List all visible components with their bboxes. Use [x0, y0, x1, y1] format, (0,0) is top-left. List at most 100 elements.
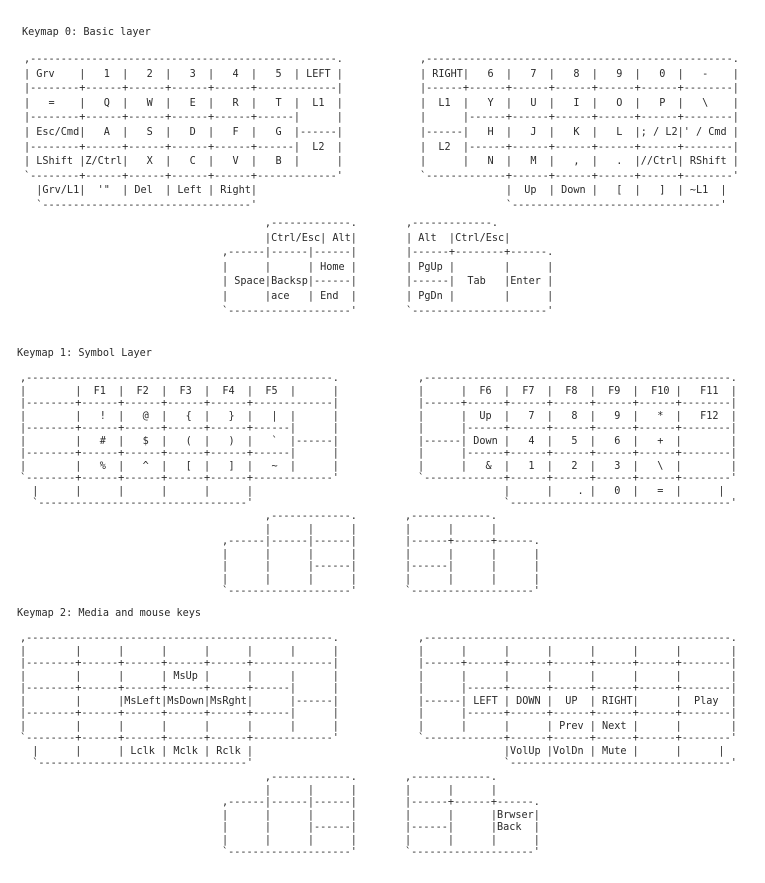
- keymap-line: | | % | ^ | [ | ] | ~ | |: [20, 460, 339, 472]
- keymap-line: `-------------+------+------+------+----…: [418, 733, 737, 744]
- keymap-line: | | | | | | | |: [418, 645, 737, 657]
- keymap-line: |VolUp |VolDn | Mute | | |: [418, 745, 725, 757]
- keymap-line: | | |------|: [222, 561, 357, 572]
- keymap-line: | | | | | | | |: [418, 670, 737, 682]
- keymap-line: |------+--------+------.: [406, 247, 554, 259]
- keymap-line: |--------+------+------+------+------+--…: [20, 683, 339, 694]
- keymap-line: |--------+------+------+------+------+--…: [20, 448, 339, 459]
- keymap-line: | PgUp | | |: [406, 261, 554, 273]
- keymap-1-title: Keymap 1: Symbol Layer: [17, 348, 152, 359]
- keymap-line: `--------------------': [405, 586, 540, 597]
- keymap-line: | | | |: [222, 548, 357, 560]
- keymap-line: | |------+------+------+------+------+--…: [418, 448, 737, 459]
- keymap-line: |--------+------+------+------+------+--…: [20, 658, 339, 669]
- keymap-line: `--------+------+------+------+------+--…: [24, 170, 343, 182]
- keymap-line: `--------+------+------+------+------+--…: [20, 473, 339, 484]
- keymap-line: | | |MsLeft|MsDown|MsRght| |------|: [20, 695, 339, 707]
- keymap-line: | |------+------+------+------+------+--…: [420, 112, 739, 124]
- keymap-line: | PgDn | | |: [406, 290, 554, 302]
- keymap-line: ,-------------.: [222, 772, 357, 783]
- keymap-line: |Ctrl/Esc| Alt|: [222, 232, 357, 244]
- keymap-line: | |------+------+------+------+------+--…: [418, 708, 737, 719]
- keymap-line: |------+------+------.: [405, 797, 540, 808]
- keymap-line: |------| |Back |: [405, 822, 540, 833]
- keymap-2-right-thumb: ,-------------. | | | |------+------+-----…: [405, 772, 540, 860]
- keymap-line: | | | | | | | |: [20, 720, 339, 732]
- keymap-line: | | # | $ | ( | ) | ` |------|: [20, 435, 339, 447]
- keymap-line: | | & | 1 | 2 | 3 | \ | |: [418, 460, 737, 472]
- keymap-line: | = | Q | W | E | R | T | L1 |: [24, 97, 343, 109]
- keymap-line: | L1 | Y | U | I | O | P | \ |: [420, 97, 739, 109]
- keymap-line: |------+------+------.: [405, 536, 540, 547]
- keymap-line: ,-------------.: [405, 511, 498, 522]
- keymap-line: ,-------------.: [222, 218, 357, 229]
- keymap-line: |------+------+------+------+------+----…: [418, 658, 737, 669]
- keymap-line: `----------------------------------': [24, 199, 258, 211]
- keymap-line: |--------+------+------+------+------+--…: [24, 112, 343, 124]
- keymap-line: | | | | MsUp | | | |: [20, 670, 339, 682]
- keymap-1-left-thumb: ,-------------. | | | ,------|------|----…: [222, 511, 357, 599]
- keymap-line: | | . | 0 | = | |: [418, 485, 725, 497]
- keymap-line: | | |------|: [222, 822, 357, 833]
- keymap-line: | | |: [405, 784, 498, 796]
- keymap-line: | | F6 | F7 | F8 | F9 | F10 | F11 |: [418, 385, 737, 397]
- keymap-line: | | N | M | , | . |//Ctrl| RShift |: [420, 156, 739, 168]
- keymap-line: | |------+------+------+------+------+--…: [418, 683, 737, 694]
- keymap-line: `--------+------+------+------+------+--…: [20, 733, 339, 744]
- keymap-line: ,---------------------------------------…: [20, 633, 339, 644]
- keymap-line: `----------------------------------': [420, 199, 727, 211]
- keymap-line: | Esc/Cmd| A | S | D | F | G |------|: [24, 126, 343, 138]
- keymap-line: `--------------------': [222, 847, 357, 858]
- keymap-0-left-hand: ,---------------------------------------…: [24, 53, 343, 214]
- keymap-line: | |ace | End |: [222, 290, 357, 302]
- keymap-line: | | | | Prev | Next | | |: [418, 720, 737, 732]
- keymap-line: |------| LEFT | DOWN | UP | RIGHT| | Pla…: [418, 695, 737, 707]
- keymap-line: `----------------------------------': [20, 758, 254, 769]
- keymap-line: | | | | | |: [20, 485, 254, 497]
- keymap-line: ,---------------------------------------…: [24, 54, 343, 65]
- keymap-line: `-------------+------+------+------+----…: [420, 170, 739, 182]
- keymap-line: |--------+------+------+------+------+--…: [24, 83, 343, 95]
- keymap-line: `----------------------': [406, 305, 554, 317]
- keymap-line: `--------------------': [222, 305, 357, 317]
- keymap-line: | | | |: [222, 573, 357, 585]
- keymap-line: | | | | | | | |: [20, 645, 339, 657]
- keymap-line: |--------+------+------+------+------+--…: [20, 708, 339, 719]
- keymap-line: | | | Home |: [222, 261, 357, 273]
- keymap-line: `------------------------------------': [418, 758, 737, 769]
- keymap-2-right-hand: ,---------------------------------------…: [418, 633, 737, 771]
- keymap-2-left-hand: ,---------------------------------------…: [20, 633, 339, 771]
- keymap-line: | Alt |Ctrl/Esc|: [406, 232, 511, 244]
- keymap-line: `------------------------------------': [418, 498, 737, 509]
- keymap-line: | | Up | 7 | 8 | 9 | * | F12 |: [418, 410, 737, 422]
- keymap-line: ,---------------------------------------…: [418, 373, 737, 384]
- keymap-line: ,------|------|------|: [222, 536, 357, 547]
- keymap-line: | | |Brwser|: [405, 809, 540, 821]
- keymap-line: | | | |: [222, 809, 357, 821]
- keymap-line: ,---------------------------------------…: [418, 633, 737, 644]
- keymap-line: | | |: [222, 784, 357, 796]
- keymap-1-right-hand: ,---------------------------------------…: [418, 373, 737, 511]
- keymap-0-left-thumb: ,-------------. |Ctrl/Esc| Alt| ,------|-…: [222, 217, 357, 319]
- keymap-line: | Grv | 1 | 2 | 3 | 4 | 5 | LEFT |: [24, 68, 343, 80]
- keymap-1-left-hand: ,---------------------------------------…: [20, 373, 339, 511]
- keymap-line: |------| | |: [405, 561, 540, 572]
- keymap-2-left-thumb: ,-------------. | | | ,------|------|----…: [222, 772, 357, 860]
- keymap-line: | | |: [222, 523, 357, 535]
- keymap-2-title: Keymap 2: Media and mouse keys: [17, 608, 202, 619]
- keymap-line: | | | |: [405, 548, 540, 560]
- keymap-line: `--------------------': [405, 847, 540, 858]
- keymap-line: |------| Down | 4 | 5 | 6 | + | |: [418, 435, 737, 447]
- keymap-line: `-------------+------+------+------+----…: [418, 473, 737, 484]
- keymap-line: |------+------+------+------+------+----…: [418, 398, 737, 409]
- keymap-0-right-hand: ,---------------------------------------…: [420, 53, 739, 214]
- keymap-line: `--------------------': [222, 586, 357, 597]
- keymap-line: | | ! | @ | { | } | | | |: [20, 410, 339, 422]
- keymap-line: | | | Lclk | Mclk | Rclk |: [20, 745, 254, 757]
- keymap-line: | | |: [405, 523, 498, 535]
- keymap-line: ,------|------|------|: [222, 247, 357, 259]
- keymap-line: | | | |: [222, 834, 357, 846]
- keymap-line: ,-------------.: [222, 511, 357, 522]
- keymap-line: |--------+------+------+------+------+--…: [24, 141, 343, 153]
- keymap-line: | | | |: [405, 573, 540, 585]
